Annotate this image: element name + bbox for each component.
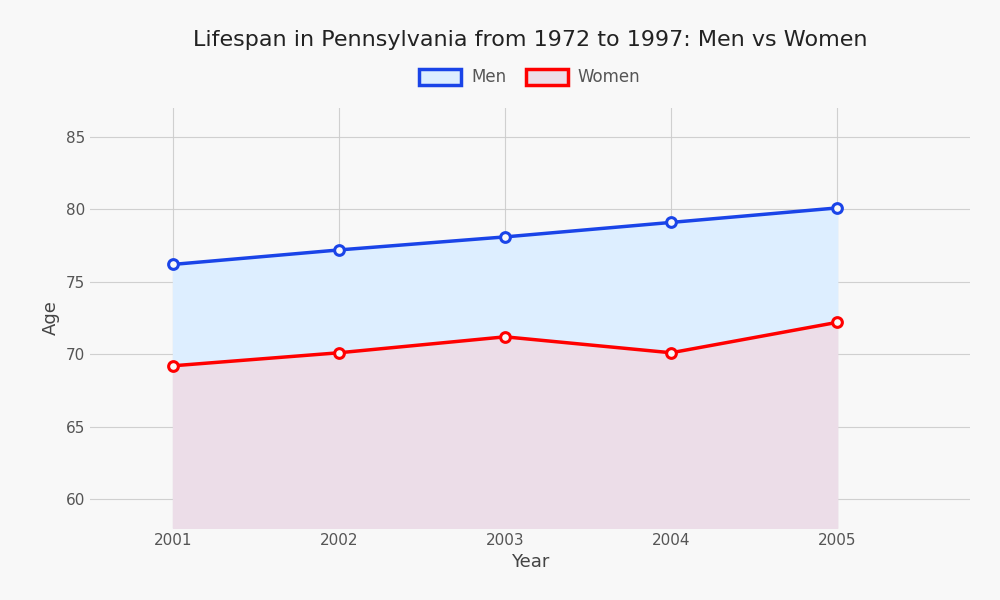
X-axis label: Year: Year	[511, 553, 549, 571]
Title: Lifespan in Pennsylvania from 1972 to 1997: Men vs Women: Lifespan in Pennsylvania from 1972 to 19…	[193, 29, 867, 49]
Y-axis label: Age: Age	[42, 301, 60, 335]
Legend: Men, Women: Men, Women	[413, 62, 647, 93]
